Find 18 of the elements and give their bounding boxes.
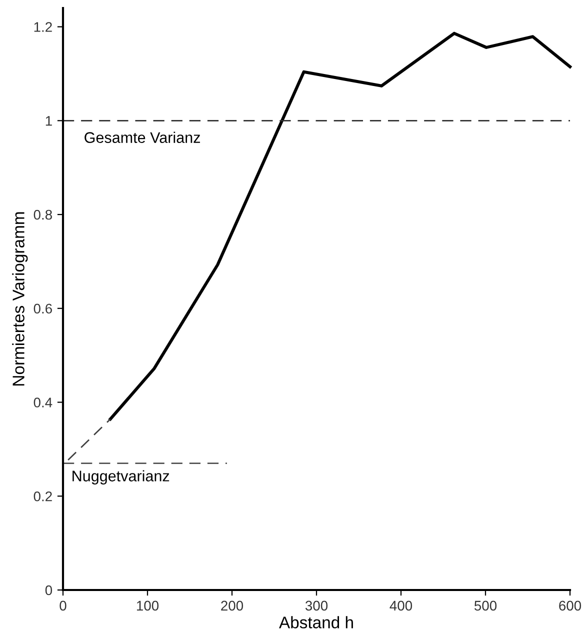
y-tick-label: 0.8 [34,210,52,220]
x-tick-label: 500 [474,600,497,611]
y-tick-label: 0.6 [34,304,52,314]
y-tick-label: 0.4 [34,398,52,408]
x-tick-label: 400 [390,600,412,611]
y-tick-label: 1.2 [34,22,52,32]
x-tick-label: 100 [136,600,159,611]
x-tick-label: 200 [221,600,244,611]
y-tick-label: 1 [46,116,52,126]
x-tick-label: 0 [60,600,66,611]
x-tick-label: 600 [559,600,582,611]
y-tick-label: 0.2 [34,491,52,502]
y-axis-title: Normiertes Variogramm [12,212,28,386]
x-tick-label: 300 [305,600,328,611]
ref-line-label: Gesamte Varianz [84,132,200,143]
annotation: Nuggetvarianz [72,470,170,484]
x-axis-title: Abstand h [279,616,353,628]
y-tick-label: 0 [45,585,52,596]
